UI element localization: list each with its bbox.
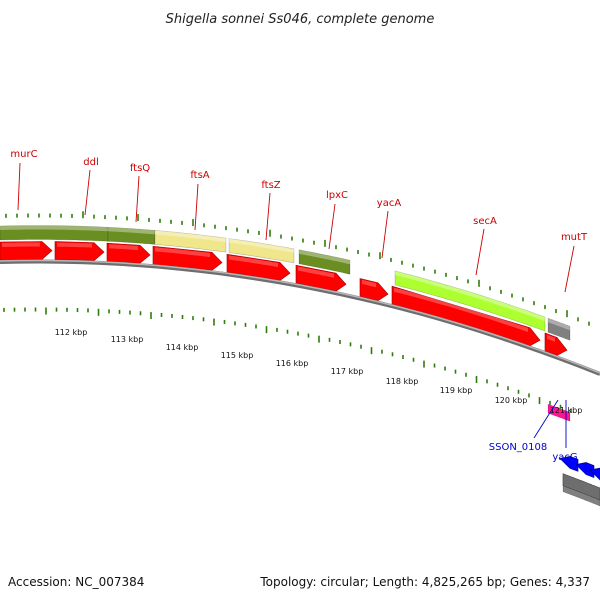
feature-band [228,238,295,264]
gene-leader-line [84,169,91,216]
cds-arrow-grey [562,473,600,501]
accession-text: Accession: NC_007384 [8,575,144,589]
cds-arrow-highlight [362,279,376,288]
cds-arrow-highlight [229,255,278,268]
kbp-label: 113 kbp [111,335,144,344]
gene-leader-line [475,228,485,276]
kbp-label: 115 kbp [221,351,254,360]
feature-band-highlight [108,227,155,235]
cds-arrow-highlight [2,242,40,247]
feature-band-highlight [395,270,545,322]
cds-arrow-highlight [109,244,138,251]
cds-arrow-highlight [298,266,334,278]
feature-band-highlight [548,318,570,331]
gene-leader-line [265,192,271,241]
kbp-label: 120 kbp [495,396,528,405]
cds-arrow [152,245,223,271]
kbp-label: 112 kbp [55,328,88,337]
gene-label: yacG [552,452,577,463]
gene-label: murC [10,149,37,160]
cds-arrow [544,332,568,356]
feature-band [394,270,546,332]
gene-leader-line [17,162,21,211]
cds-arrow [54,241,105,261]
cds-arrow [0,241,53,261]
backbone-line [0,259,600,376]
gene-label: secA [473,216,497,227]
feature-band [547,403,571,422]
gene-label: ftsZ [261,180,280,191]
gene-labels: murC ddl ftsQ ftsA ftsZ lpxC yacA secA mutT SSON_… [10,149,588,463]
feature-band-highlight [0,225,108,232]
kbp-label: 118 kbp [386,377,419,386]
cds-arrow [106,242,151,264]
cds-arrows [0,241,600,501]
cds-arrow [359,278,389,302]
gene-label: ftsA [190,170,209,181]
backbone [0,259,600,376]
gene-label: ddl [83,157,98,168]
feature-band [154,230,227,253]
feature-band [547,317,571,341]
gene-leader-line [381,210,389,259]
feature-band [298,249,351,275]
cds-arrow [295,264,347,292]
cds-arrow-highlight [547,334,555,342]
gene-leader-line [194,183,199,231]
kbp-label: 119 kbp [440,386,473,395]
gene-leader-line [328,203,336,250]
tick-marks [3,211,590,413]
topology-text: Topology: circular; Length: 4,825,265 bp… [259,575,590,589]
kbp-label: 117 kbp [331,367,364,376]
gene-label: mutT [561,232,588,243]
backbone-highlight [0,259,600,374]
feature-band-highlight [299,249,350,265]
cds-arrow-highlight [57,242,92,248]
cds-arrow-highlight [155,247,210,258]
kbp-label: 116 kbp [276,359,309,368]
map-title: Shigella sonnei Ss046, complete genome [166,12,435,27]
cds-arrow-highlight [394,287,528,332]
cds-arrow-reverse [589,467,600,481]
gene-label: SSON_0108 [489,442,548,453]
gene-label: lpxC [326,190,348,201]
cds-arrow [226,253,291,281]
gene-leader-line [564,245,575,293]
gene-leader-line [533,399,559,439]
gene-label: yacA [377,198,402,209]
kbp-label: 114 kbp [166,343,199,352]
feature-band-highlight [229,238,294,253]
cds-arrow [391,285,541,347]
gene-label: ftsQ [130,163,150,174]
feature-band-highlight [155,230,226,243]
gene-leader-line [135,175,140,223]
